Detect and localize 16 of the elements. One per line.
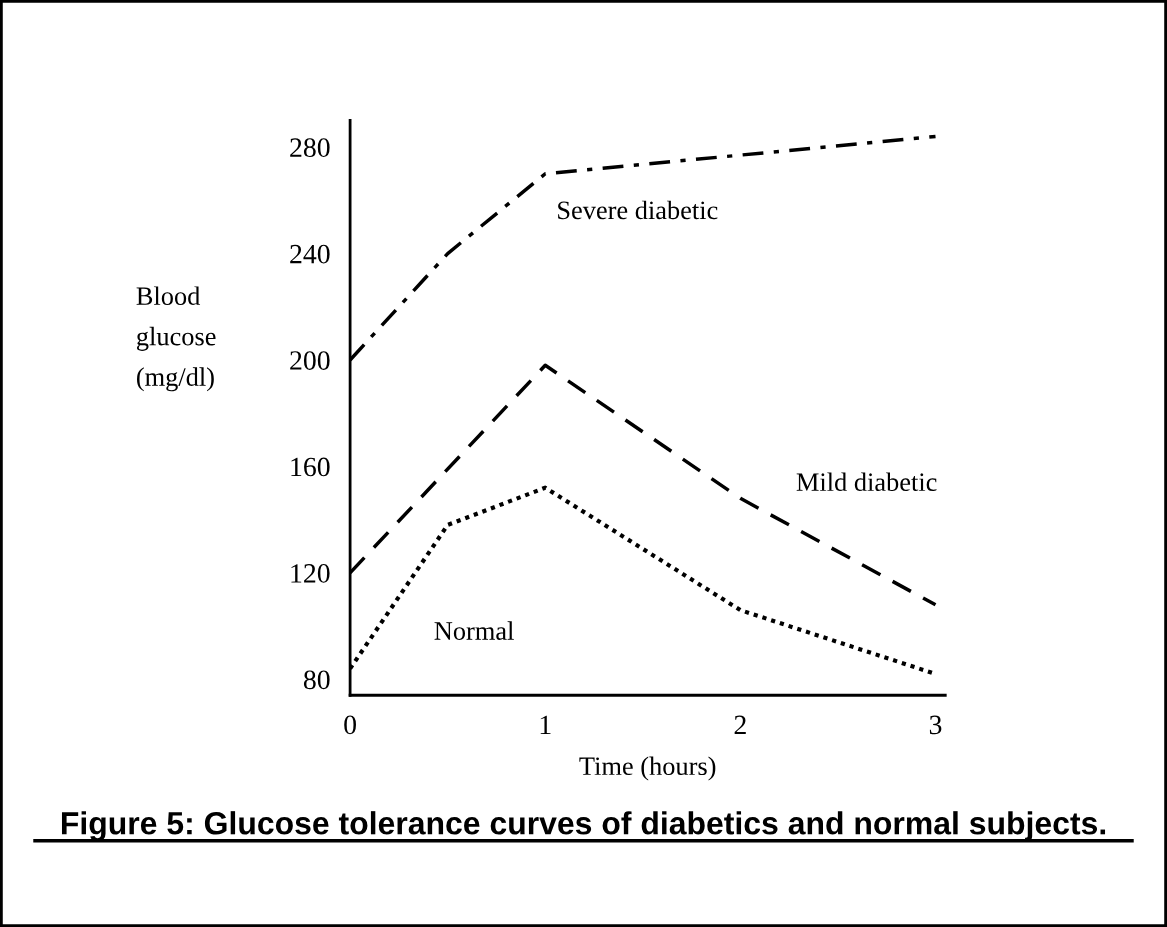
y-tick-label: 280 — [290, 138, 330, 158]
series-label: Mild diabetic — [796, 472, 937, 492]
series-label: Severe diabetic — [558, 200, 718, 220]
x-tick-label: 3 — [929, 715, 942, 735]
y-tick-label: 200 — [290, 351, 330, 370]
x-tick-label: 2 — [734, 715, 746, 734]
series-label: Normal — [434, 621, 514, 640]
x-tick-label: 1 — [540, 715, 551, 734]
y-tick-label: 240 — [290, 244, 330, 264]
y-tick-label: 120 — [291, 564, 330, 583]
y-tick-label: 80 — [303, 670, 330, 690]
x-axis-title: Time (hours) — [579, 756, 716, 781]
y-axis-title: Blood glucose (mg/dl) — [136, 286, 216, 392]
text: Figure 5: Glucose tolerance curves of diabetics and normal subjects. — [61, 811, 1106, 842]
y-tick-label: 160 — [291, 457, 330, 477]
x-tick-label: 0 — [344, 715, 356, 735]
